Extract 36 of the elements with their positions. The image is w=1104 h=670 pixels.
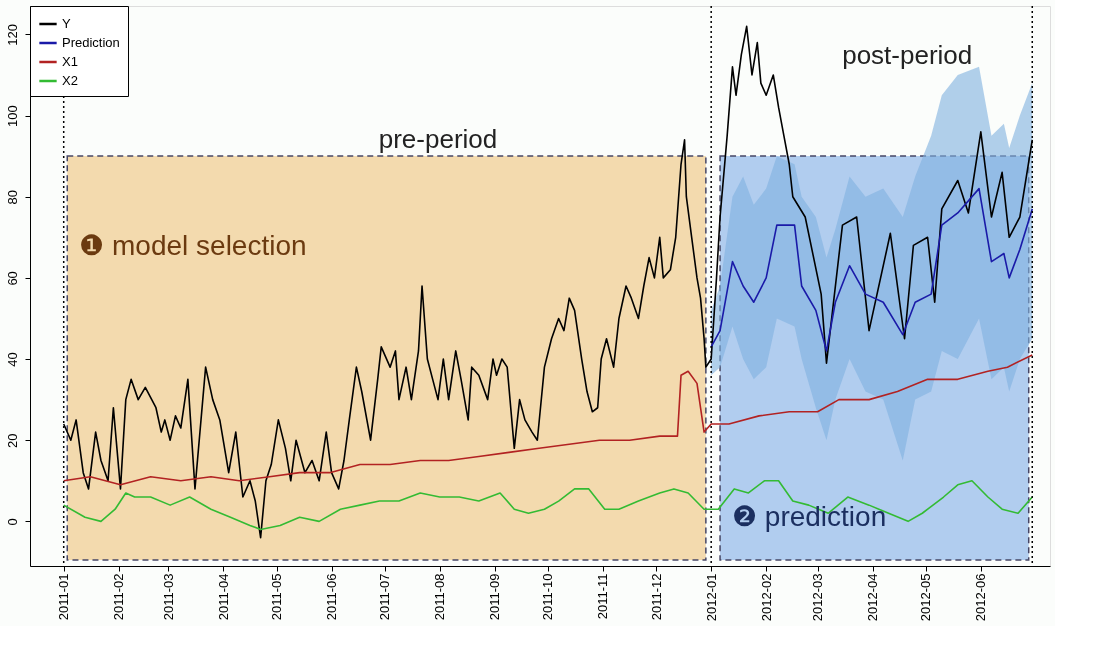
x-tick-label: 2011-08 [432, 573, 448, 621]
x-tick-label: 2011-04 [215, 573, 231, 621]
x-tick-label: 2011-11 [595, 573, 611, 620]
x-tick-label: 2012-03 [810, 573, 826, 622]
line-series [710, 187, 1034, 352]
annotation: pre-period [378, 124, 498, 155]
x-tick-label: 2011-03 [160, 573, 176, 621]
line-series [62, 354, 1034, 486]
x-tick-label: 2011-12 [648, 573, 664, 621]
legend-label: X1 [62, 54, 78, 69]
legend-label: X2 [62, 73, 78, 88]
line-series [62, 479, 1034, 531]
x-tick-label: 2012-01 [703, 573, 719, 622]
annotation: post-period [842, 40, 973, 71]
x-tick-label: 2012-05 [918, 573, 934, 622]
x-tick-label: 2011-07 [377, 573, 393, 621]
y-tick-label: 0 [4, 518, 20, 526]
x-tick-label: 2011-05 [269, 573, 285, 621]
x-tick-label: 2012-04 [865, 573, 881, 622]
x-tick-label: 2012-06 [973, 573, 989, 622]
y-tick-label: 80 [4, 189, 20, 205]
x-tick-label: 2011-02 [111, 573, 127, 621]
legend-label: Y [62, 16, 71, 31]
y-tick-label: 120 [4, 24, 20, 46]
y-tick-label: 100 [4, 105, 20, 127]
y-tick-label: 60 [4, 271, 20, 286]
x-tick-label: 2011-01 [56, 573, 72, 621]
x-tick-label: 2012-02 [758, 573, 774, 622]
legend-label: Prediction [62, 35, 120, 50]
y-tick-label: 40 [4, 352, 20, 367]
x-tick-label: 2011-10 [540, 573, 556, 621]
x-tick-label: 2011-06 [324, 573, 340, 621]
band-label: ❶ model selection [79, 229, 307, 261]
y-tick-label: 20 [4, 433, 20, 448]
band-label: ❷ prediction [732, 501, 887, 533]
x-tick-label: 2011-09 [487, 573, 503, 621]
